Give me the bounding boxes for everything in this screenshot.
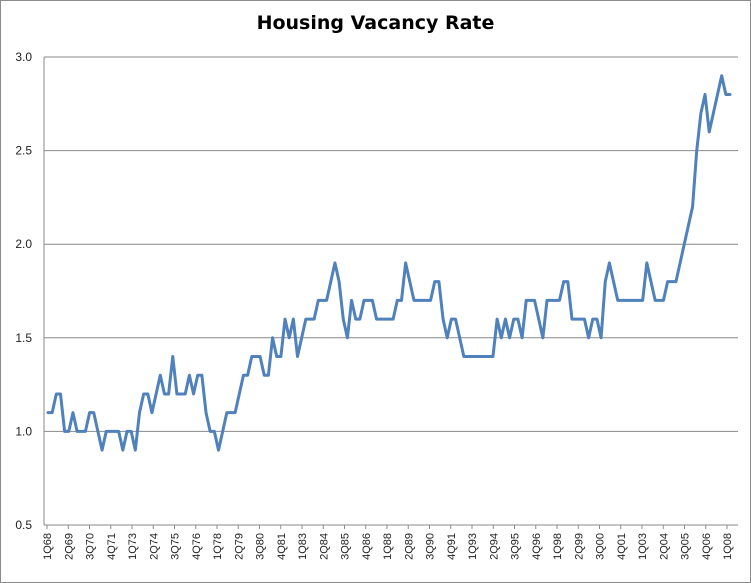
x-tick-label: 3Q70 bbox=[85, 533, 97, 560]
x-tick-label: 2Q84 bbox=[318, 533, 330, 560]
series-line-vacancy-rate bbox=[46, 74, 732, 452]
x-tick-label: 1Q83 bbox=[297, 533, 309, 560]
x-tick-label: 3Q90 bbox=[425, 533, 437, 560]
x-tick-label: 3Q80 bbox=[255, 533, 267, 560]
x-tick-label: 1Q88 bbox=[382, 533, 394, 560]
y-tick-label: 3.0 bbox=[15, 50, 32, 64]
series-group bbox=[46, 74, 732, 452]
x-tick-label: 2Q79 bbox=[233, 533, 245, 560]
x-tick-label: 3Q85 bbox=[340, 533, 352, 560]
y-tick-label: 2.5 bbox=[15, 144, 32, 158]
x-tick-label: 2Q04 bbox=[658, 533, 670, 560]
x-tick-label: 2Q89 bbox=[403, 533, 415, 560]
x-tick-label: 2Q99 bbox=[573, 533, 585, 560]
chart-title: Housing Vacancy Rate bbox=[256, 12, 495, 34]
x-tick-label: 2Q94 bbox=[488, 533, 500, 560]
axes bbox=[43, 57, 738, 526]
x-tick-label: 4Q71 bbox=[106, 533, 118, 560]
x-tick-label: 4Q91 bbox=[446, 533, 458, 560]
x-tick-label: 4Q86 bbox=[361, 533, 373, 560]
y-tick-label: 1.5 bbox=[15, 331, 32, 345]
y-tick-label: 2.0 bbox=[15, 237, 32, 251]
gridlines bbox=[44, 56, 738, 526]
x-tick-label: 4Q76 bbox=[191, 533, 203, 560]
x-tick-label: 1Q68 bbox=[42, 533, 54, 560]
x-tick-label: 4Q81 bbox=[276, 533, 288, 560]
y-tick-label: 0.5 bbox=[15, 518, 32, 532]
y-axis-tick-labels: 0.5 1.0 1.5 2.0 2.5 3.0 bbox=[15, 50, 32, 532]
x-tick-label: 4Q01 bbox=[616, 533, 628, 560]
x-tick-label: 1Q08 bbox=[722, 533, 734, 560]
y-tick-label: 1.0 bbox=[15, 424, 32, 438]
x-tick-label: 3Q75 bbox=[170, 533, 182, 560]
x-tick-label: 3Q05 bbox=[680, 533, 692, 560]
x-axis-tick-labels: 1Q68 2Q69 3Q70 4Q71 1Q73 2Q74 3Q75 4Q76 1Q78 2Q79… bbox=[42, 525, 734, 560]
x-tick-label: 1Q93 bbox=[467, 533, 479, 560]
x-tick-label: 1Q98 bbox=[552, 533, 564, 560]
x-tick-label: 4Q96 bbox=[531, 533, 543, 560]
x-tick-label: 1Q73 bbox=[127, 533, 139, 560]
x-tick-label: 1Q03 bbox=[637, 533, 649, 560]
x-tick-label: 2Q69 bbox=[63, 533, 75, 560]
x-tick-label: 1Q78 bbox=[212, 533, 224, 560]
x-tick-label: 3Q95 bbox=[510, 533, 522, 560]
x-tick-label: 2Q74 bbox=[148, 533, 160, 560]
x-tick-label: 3Q00 bbox=[595, 533, 607, 560]
x-tick-label: 4Q06 bbox=[701, 533, 713, 560]
